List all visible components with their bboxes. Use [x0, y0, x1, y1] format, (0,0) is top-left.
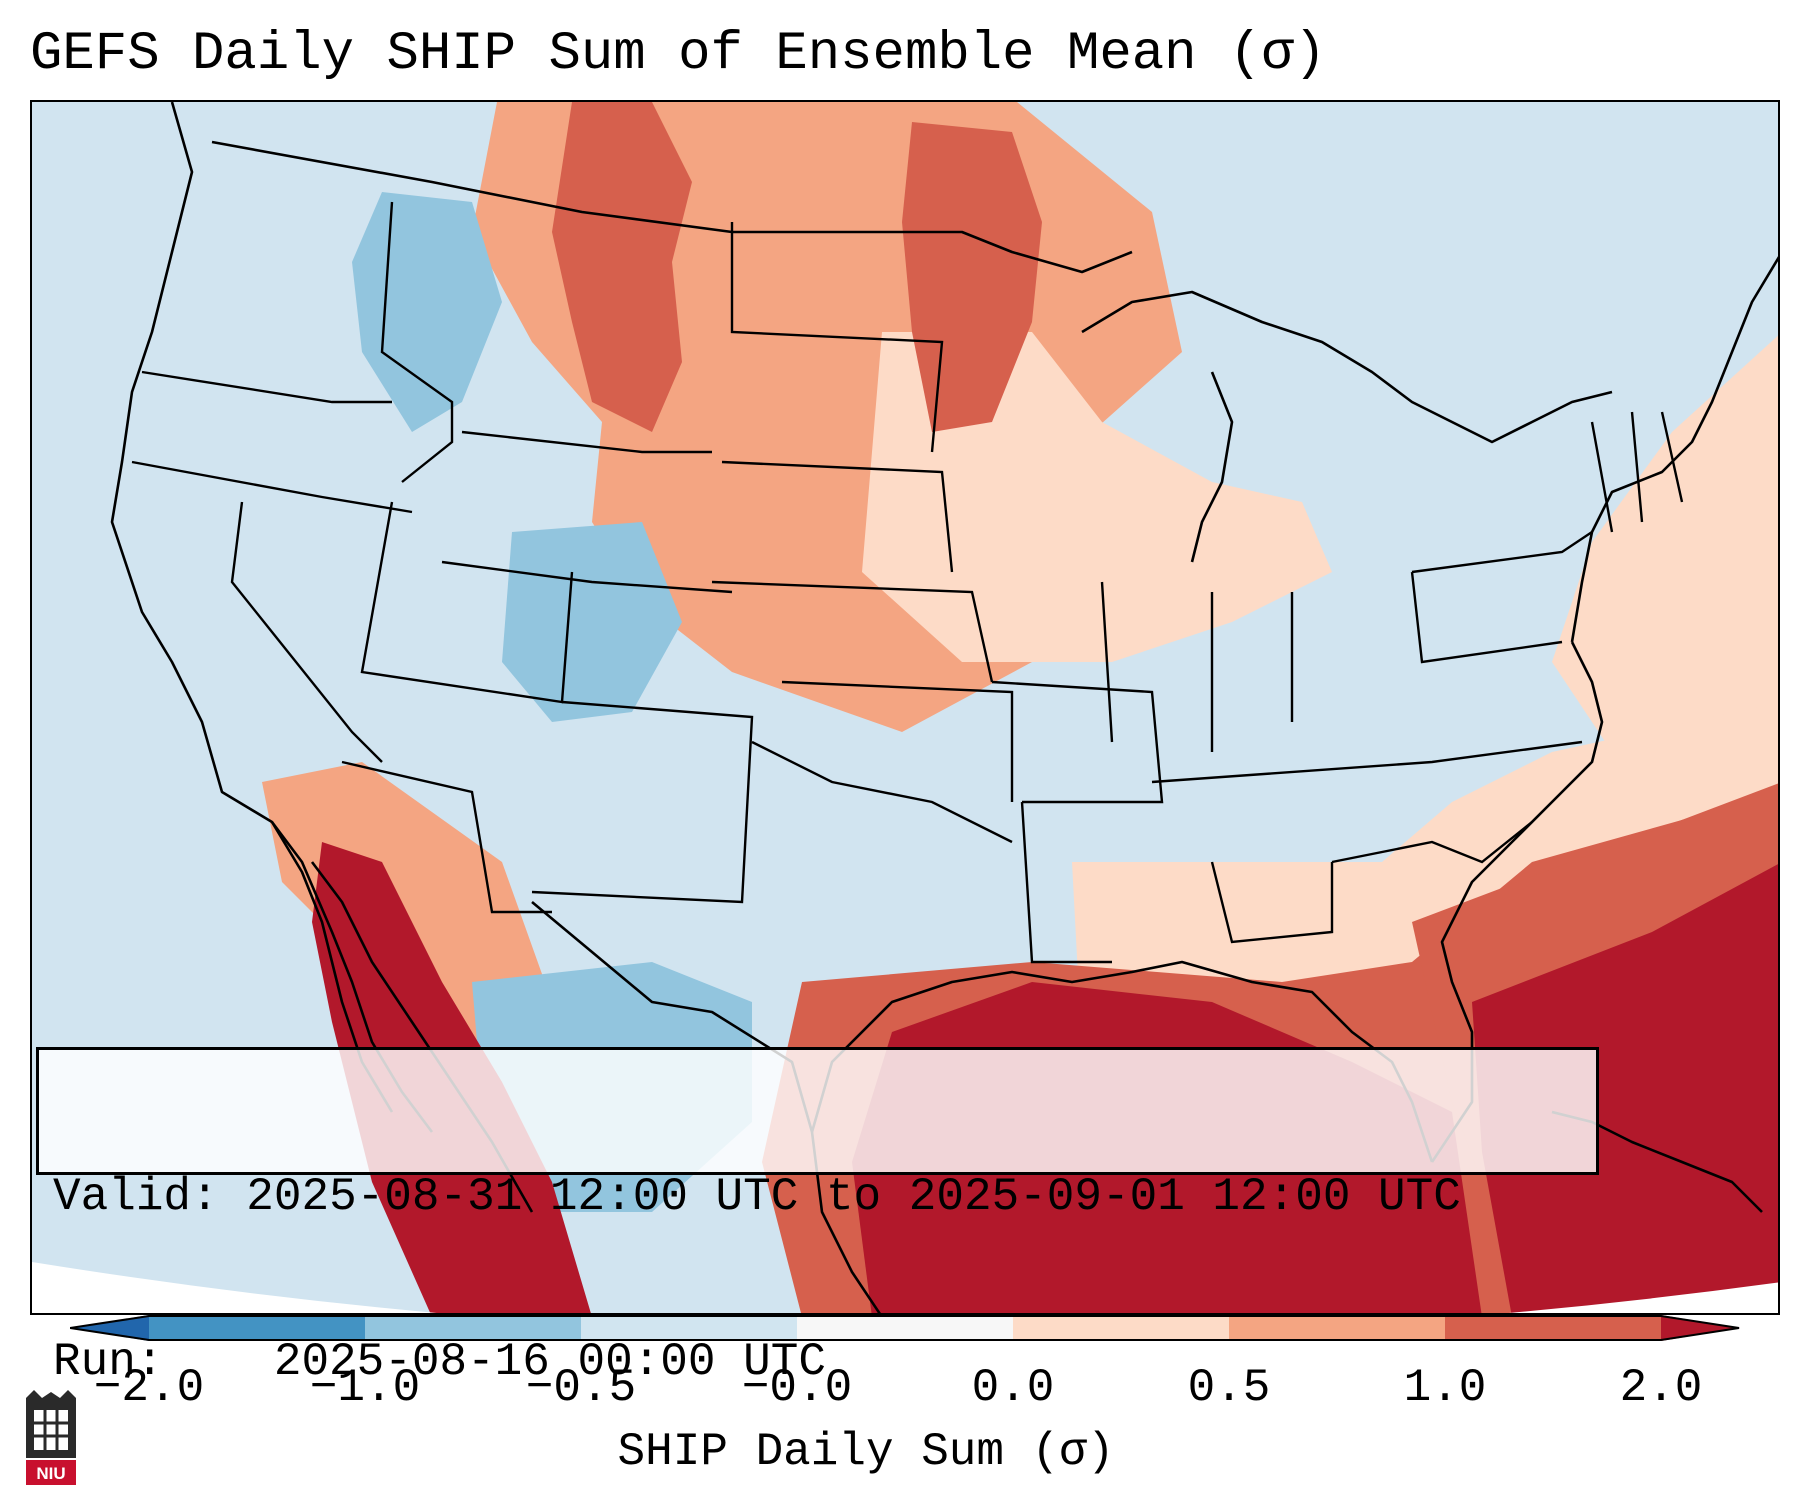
- colorbar-segment: [797, 1316, 1014, 1340]
- run-line: Run: 2025-08-16 00:00 UTC: [53, 1335, 1596, 1390]
- valid-line: Valid: 2025-08-31 12:00 UTC to 2025-09-0…: [53, 1170, 1596, 1225]
- state-borders: [131, 201, 1684, 964]
- colorbar-segment: [1445, 1316, 1662, 1340]
- colorbar-tick-label: 1.0: [1403, 1362, 1487, 1414]
- border-ne-ks: [711, 580, 994, 683]
- border-idaho: [380, 201, 454, 483]
- colorbar: [70, 1315, 1740, 1341]
- colorbar-tick-label: −2.0: [93, 1362, 205, 1414]
- border-oh-in-il: [1100, 581, 1294, 752]
- border-az-nm: [341, 760, 552, 914]
- border-pa-ny: [1410, 531, 1593, 664]
- region-minnesota-core: [902, 122, 1042, 432]
- border-co-nm: [531, 700, 754, 904]
- valid-label: Valid:: [53, 1171, 219, 1223]
- colorbar-segment: [1229, 1316, 1446, 1340]
- border-carolinas: [1331, 821, 1533, 864]
- border-ks-ok: [781, 680, 1014, 802]
- border-sd-ne: [721, 460, 954, 573]
- run-label: Run:: [53, 1336, 164, 1388]
- colorbar-tick-label: 0.5: [1187, 1362, 1271, 1414]
- colorbar-tick-label: 2.0: [1619, 1362, 1703, 1414]
- region-pacific-northwest-interior: [352, 192, 502, 432]
- border-utah: [360, 501, 574, 704]
- border-or-ca: [131, 460, 413, 514]
- west-coast-line: [110, 102, 394, 1113]
- border-tn-ky: [1151, 740, 1583, 784]
- colorbar-tick-label: −0.0: [741, 1362, 853, 1414]
- valid-time-box: Valid: 2025-08-31 12:00 UTC to 2025-09-0…: [36, 1047, 1599, 1388]
- border-ga-al: [1210, 861, 1334, 944]
- border-wy-co: [441, 560, 733, 594]
- colorbar-tick-label: −1.0: [309, 1362, 421, 1414]
- colorbar-extend-high: [1661, 1315, 1740, 1341]
- lake-michigan: [1190, 371, 1234, 563]
- border-new-england: [1590, 411, 1684, 533]
- region-montana-core: [552, 102, 692, 432]
- colorbar-segment: [581, 1316, 798, 1340]
- region-atlantic-core: [1472, 864, 1778, 1313]
- florida-line: [1430, 641, 1604, 1163]
- colorbar-outline: [70, 1315, 1740, 1341]
- colorbar-segment: [1013, 1316, 1230, 1340]
- colorbar-segment: [149, 1316, 366, 1340]
- colorbar-tick-label: 0.0: [971, 1362, 1055, 1414]
- border-mo-ar: [991, 680, 1164, 804]
- canada-border: [211, 140, 1133, 274]
- border-tx-ok: [751, 740, 1013, 844]
- colorbar-extend-low: [70, 1315, 149, 1341]
- valid-range: 2025-08-31 12:00 UTC to 2025-09-01 12:00…: [246, 1171, 1461, 1223]
- region-colorado-utah: [502, 522, 682, 722]
- border-wa-or: [141, 370, 392, 404]
- colorbar-segments: [149, 1316, 1662, 1340]
- colorbar-tick-label: −0.5: [525, 1362, 637, 1414]
- border-nv-ca: [230, 501, 383, 763]
- colorbar-segment: [365, 1316, 582, 1340]
- colorbar-label: SHIP Daily Sum (σ): [617, 1426, 1115, 1478]
- niu-logo: NIU: [26, 1390, 76, 1485]
- border-mt-wy: [461, 430, 712, 454]
- region-new-england-canada: [1552, 335, 1778, 782]
- logo-text: NIU: [36, 1464, 65, 1483]
- east-coast-line: [1570, 256, 1778, 643]
- border-dakotas: [730, 222, 944, 453]
- border-la-ms: [1020, 801, 1112, 964]
- chart-title: GEFS Daily SHIP Sum of Ensemble Mean (σ): [30, 24, 1327, 85]
- projection-edge: [32, 1262, 1778, 1313]
- run-time: 2025-08-16 00:00 UTC: [273, 1336, 826, 1388]
- great-lakes-outline: [1081, 290, 1613, 444]
